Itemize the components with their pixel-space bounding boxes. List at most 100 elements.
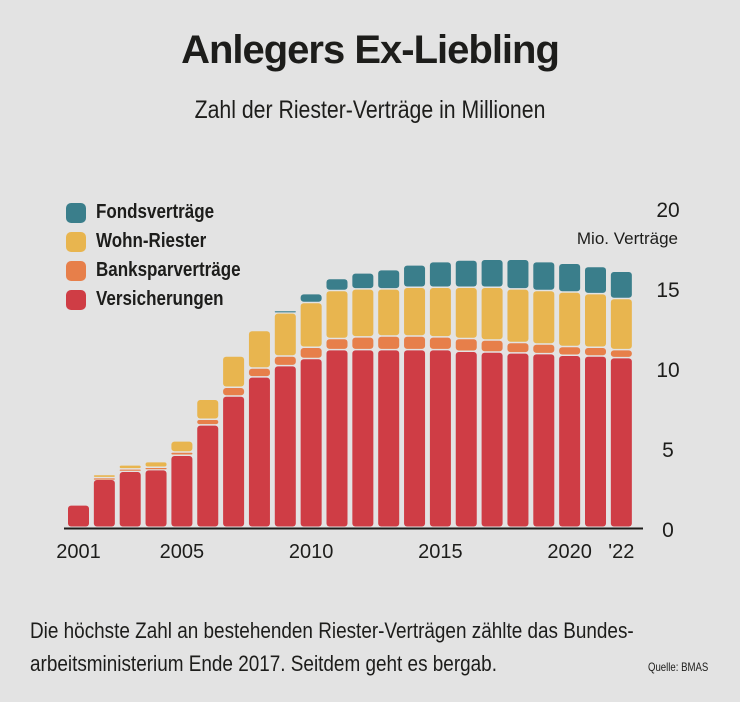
bar-segment-fondsvertr-ge-2012 <box>352 273 374 289</box>
legend-item-fonds: Fondsverträge <box>66 198 266 227</box>
y-tick-label: 5 <box>662 439 674 462</box>
bar-segment-wohn-riester-2016 <box>455 288 477 338</box>
bar-segment-versicherungen-2021 <box>585 356 606 527</box>
x-tick-label: 2015 <box>418 541 463 563</box>
bar-segment-wohn-riester-2007 <box>223 356 245 387</box>
x-tick-label: 2005 <box>160 541 205 563</box>
bar-segment-versicherungen-2009 <box>274 366 296 527</box>
bar-segment-wohn-riester-2011 <box>326 291 348 338</box>
bar-segment-versicherungen-2007 <box>223 396 245 527</box>
bar-segment-wohn-riester-2010 <box>300 303 322 347</box>
bar-segment-wohn-riester-2003 <box>119 465 141 469</box>
bar-segment-wohn-riester-2012 <box>352 289 374 337</box>
bar-segment-banksparvertr-ge-2011 <box>326 339 348 349</box>
bar-segment-versicherungen-2016 <box>455 352 477 527</box>
bar-segment-versicherungen-2001 <box>68 505 89 527</box>
bar-segment-banksparvertr-ge-2002 <box>93 478 115 480</box>
legend-item-bank: Banksparverträge <box>66 256 266 285</box>
bar-segment-banksparvertr-ge-2017 <box>481 340 503 352</box>
bar-segment-versicherungen-2015 <box>429 350 451 527</box>
bar-segment-banksparvertr-ge-2007 <box>223 388 245 396</box>
x-tick-label: '22 <box>608 541 634 563</box>
bar-segment-banksparvertr-ge-2008 <box>248 368 270 377</box>
bar-segment-wohn-riester-2002 <box>93 475 115 477</box>
bar-segment-fondsvertr-ge-2022 <box>610 272 632 298</box>
footnote: Die höchste Zahl an bestehenden Riester-… <box>30 614 634 680</box>
y-axis-label: Mio. Verträge <box>577 229 678 248</box>
x-tick-label: 2020 <box>547 541 592 563</box>
bar-segment-banksparvertr-ge-2021 <box>585 348 606 356</box>
y-tick-label: 10 <box>656 359 679 382</box>
bar-segment-banksparvertr-ge-2003 <box>119 469 141 471</box>
bar-segment-versicherungen-2022 <box>610 358 632 527</box>
bar-segment-fondsvertr-ge-2010 <box>300 294 322 302</box>
bar-segment-fondsvertr-ge-2018 <box>507 260 529 289</box>
chart-subtitle: Zahl der Riester-Verträge in Millionen <box>194 96 546 124</box>
bar-segment-wohn-riester-2013 <box>378 289 400 336</box>
source-label: Quelle: BMAS <box>648 660 709 674</box>
legend-item-vers: Versicherungen <box>66 285 266 314</box>
bar-segment-versicherungen-2004 <box>145 470 167 527</box>
bar-segment-versicherungen-2005 <box>171 456 193 527</box>
footnote-line-2: arbeitsministerium Ende 2017. Seitdem ge… <box>30 651 497 676</box>
stacked-bar-chart: 2001 2005 2010 2015 2020 '22 0 5 10 15 20 Mio. Vert… <box>56 199 679 563</box>
footnote-line-1: Die höchste Zahl an bestehenden Riester-… <box>30 618 634 643</box>
bar-segment-versicherungen-2006 <box>197 425 219 527</box>
bar-segment-versicherungen-2020 <box>559 356 581 527</box>
bar-segment-fondsvertr-ge-2017 <box>481 260 503 287</box>
bar-segment-wohn-riester-2017 <box>481 288 503 340</box>
legend-swatch <box>66 202 86 223</box>
bar-segment-fondsvertr-ge-2014 <box>404 265 426 287</box>
legend-swatch <box>66 289 86 310</box>
bar-segment-wohn-riester-2019 <box>533 291 555 344</box>
bar-segment-banksparvertr-ge-2014 <box>404 336 426 349</box>
bar-segment-versicherungen-2014 <box>404 350 426 527</box>
legend-swatch <box>66 260 86 281</box>
legend-item-wohn: Wohn-Riester <box>66 227 266 256</box>
bar-segment-banksparvertr-ge-2006 <box>197 420 219 425</box>
legend-label: Fondsverträge <box>96 201 215 223</box>
y-tick-label: 15 <box>656 279 679 302</box>
bar-segment-banksparvertr-ge-2012 <box>352 337 374 349</box>
bar-segment-banksparvertr-ge-2020 <box>559 347 581 355</box>
bar-segment-wohn-riester-2020 <box>559 292 581 346</box>
bar-segment-fondsvertr-ge-2020 <box>559 264 581 292</box>
bar-segment-versicherungen-2017 <box>481 352 503 527</box>
bar-segment-versicherungen-2012 <box>352 350 374 527</box>
bar-segment-banksparvertr-ge-2022 <box>610 350 632 357</box>
bar-segment-wohn-riester-2021 <box>585 294 606 347</box>
bar-segment-banksparvertr-ge-2019 <box>533 344 555 353</box>
bar-segment-wohn-riester-2014 <box>404 288 426 336</box>
bar-segment-fondsvertr-ge-2015 <box>429 262 451 287</box>
y-tick-label: 20 <box>656 199 679 222</box>
bar-segment-banksparvertr-ge-2013 <box>378 336 400 349</box>
bar-segment-fondsvertr-ge-2011 <box>326 279 348 290</box>
y-tick-label: 0 <box>662 519 674 542</box>
legend: Fondsverträge Wohn-Riester Banksparvertr… <box>66 198 266 314</box>
bar-segment-versicherungen-2018 <box>507 353 529 527</box>
bar-segment-versicherungen-2003 <box>119 472 141 527</box>
bar-segment-versicherungen-2002 <box>93 480 115 527</box>
bar-segment-banksparvertr-ge-2005 <box>171 452 193 455</box>
bar-segment-banksparvertr-ge-2016 <box>455 339 477 351</box>
bar-segment-fondsvertr-ge-2019 <box>533 262 555 290</box>
bar-segment-versicherungen-2010 <box>300 359 322 527</box>
bar-segment-banksparvertr-ge-2010 <box>300 348 322 358</box>
bar-segment-fondsvertr-ge-2013 <box>378 270 400 289</box>
bar-segment-fondsvertr-ge-2009 <box>274 311 296 313</box>
bar-segment-banksparvertr-ge-2018 <box>507 343 529 353</box>
legend-label: Wohn-Riester <box>96 230 207 252</box>
bar-segment-wohn-riester-2008 <box>248 331 270 368</box>
bar-segment-wohn-riester-2009 <box>274 313 296 356</box>
bar-segment-banksparvertr-ge-2015 <box>429 337 451 349</box>
bar-segment-versicherungen-2013 <box>378 350 400 527</box>
bar-segment-banksparvertr-ge-2004 <box>145 468 167 470</box>
bar-segment-wohn-riester-2006 <box>197 400 219 419</box>
bar-segment-fondsvertr-ge-2016 <box>455 260 477 287</box>
x-tick-label: 2010 <box>289 541 334 563</box>
bar-segment-versicherungen-2008 <box>248 377 270 527</box>
bar-segment-wohn-riester-2015 <box>429 288 451 337</box>
legend-swatch <box>66 231 86 252</box>
bar-segment-wohn-riester-2004 <box>145 462 167 467</box>
